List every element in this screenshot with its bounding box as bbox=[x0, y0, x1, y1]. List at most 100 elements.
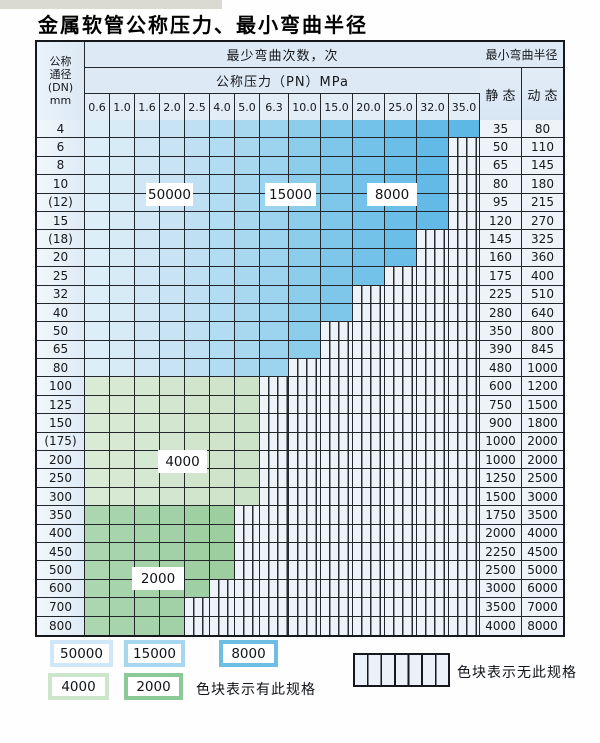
spec-available-cell bbox=[321, 230, 353, 248]
bend-count-label-4000: 4000 bbox=[158, 450, 207, 473]
no-spec-cell bbox=[235, 579, 260, 598]
spec-available-cell bbox=[210, 524, 235, 542]
spec-available-cell bbox=[289, 230, 321, 248]
table-row: 700 3500 7000 bbox=[37, 598, 563, 617]
legend-swatch-label: 4000 bbox=[52, 677, 105, 696]
spec-available-cell bbox=[160, 524, 185, 542]
pressure-tick: 1.0 bbox=[110, 94, 135, 120]
no-spec-cell bbox=[449, 524, 480, 542]
no-spec-cell bbox=[385, 267, 417, 285]
dn-cell: 300 bbox=[37, 487, 85, 506]
dynamic-radius-cell: 270 bbox=[522, 211, 563, 230]
no-spec-cell bbox=[417, 469, 449, 487]
dn-header-line: 公称 bbox=[49, 55, 72, 68]
spec-available-cell bbox=[260, 248, 289, 267]
spec-available-cell bbox=[185, 469, 210, 487]
no-spec-cell bbox=[321, 579, 353, 598]
no-spec-cell bbox=[353, 524, 385, 542]
no-spec-cell bbox=[321, 377, 353, 395]
spec-available-cell bbox=[110, 248, 135, 267]
no-spec-cell bbox=[449, 193, 480, 211]
pressure-tick: 15.0 bbox=[321, 94, 353, 120]
spec-available-cell bbox=[210, 542, 235, 561]
spec-available-cell bbox=[135, 506, 160, 524]
dynamic-radius-cell: 325 bbox=[522, 230, 563, 248]
spec-available-cell bbox=[160, 156, 185, 175]
spec-available-cell bbox=[235, 432, 260, 451]
no-spec-cell bbox=[235, 542, 260, 561]
spec-available-cell bbox=[160, 285, 185, 303]
no-spec-cell bbox=[260, 451, 289, 469]
table-row: 600 3000 6000 bbox=[37, 579, 563, 599]
pressure-tick: 2.5 bbox=[185, 94, 210, 120]
dn-cell: 50 bbox=[37, 322, 85, 340]
static-radius-cell: 750 bbox=[480, 395, 522, 414]
spec-available-cell bbox=[210, 414, 235, 432]
dynamic-header: 动 态 bbox=[522, 68, 563, 120]
no-spec-cell bbox=[235, 561, 260, 579]
static-radius-cell: 1500 bbox=[480, 487, 522, 506]
legend-swatch-label: 15000 bbox=[128, 644, 181, 663]
no-spec-cell bbox=[260, 561, 289, 579]
no-spec-cell bbox=[289, 451, 321, 469]
dn-header-line: (DN) bbox=[47, 81, 74, 94]
dynamic-radius-cell: 4500 bbox=[522, 542, 563, 561]
spec-available-cell bbox=[85, 598, 110, 616]
no-spec-cell bbox=[235, 524, 260, 542]
spec-available-cell bbox=[235, 211, 260, 230]
no-spec-cell bbox=[321, 414, 353, 432]
spec-available-cell bbox=[135, 616, 160, 635]
spec-available-cell bbox=[85, 506, 110, 524]
no-spec-cell bbox=[353, 377, 385, 395]
no-spec-cell bbox=[353, 487, 385, 506]
dynamic-radius-cell: 400 bbox=[522, 267, 563, 285]
no-spec-cell bbox=[321, 469, 353, 487]
no-spec-cell bbox=[260, 395, 289, 414]
no-spec-cell bbox=[449, 211, 480, 230]
dynamic-radius-cell: 7000 bbox=[522, 598, 563, 616]
no-spec-cell bbox=[449, 267, 480, 285]
dynamic-radius-cell: 1500 bbox=[522, 395, 563, 414]
spec-available-cell bbox=[235, 175, 260, 193]
spec-available-cell bbox=[235, 285, 260, 303]
spec-available-cell bbox=[353, 230, 385, 248]
dn-cell: 40 bbox=[37, 303, 85, 322]
no-spec-cell bbox=[289, 359, 321, 377]
table-row: 32 225 510 bbox=[37, 285, 563, 304]
no-spec-cell bbox=[417, 579, 449, 598]
spec-available-cell bbox=[160, 120, 185, 138]
spec-available-cell bbox=[110, 359, 135, 377]
spec-available-cell bbox=[185, 561, 210, 579]
no-spec-cell bbox=[210, 616, 235, 635]
no-spec-cell bbox=[449, 506, 480, 524]
no-spec-cell bbox=[417, 432, 449, 451]
static-radius-cell: 4000 bbox=[480, 616, 522, 635]
static-radius-cell: 1750 bbox=[480, 506, 522, 524]
static-radius-cell: 225 bbox=[480, 285, 522, 303]
dynamic-radius-cell: 845 bbox=[522, 340, 563, 359]
spec-available-cell bbox=[160, 395, 185, 414]
no-spec-cell bbox=[417, 524, 449, 542]
dn-cell: 8 bbox=[37, 156, 85, 175]
spec-available-cell bbox=[210, 359, 235, 377]
no-spec-cell bbox=[417, 487, 449, 506]
no-spec-cell bbox=[321, 542, 353, 561]
dn-cell: 150 bbox=[37, 414, 85, 432]
dn-cell: 125 bbox=[37, 395, 85, 414]
dynamic-radius-cell: 5000 bbox=[522, 561, 563, 579]
spec-available-cell bbox=[85, 524, 110, 542]
no-spec-cell bbox=[417, 303, 449, 322]
table-row: 125 750 1500 bbox=[37, 395, 563, 415]
spec-available-cell bbox=[235, 414, 260, 432]
spec-available-cell bbox=[185, 579, 210, 598]
table-row: 300 1500 3000 bbox=[37, 487, 563, 507]
spec-available-cell bbox=[185, 138, 210, 156]
no-spec-cell bbox=[321, 340, 353, 359]
no-spec-cell bbox=[385, 524, 417, 542]
static-dynamic-headers: 静 态 动 态 bbox=[480, 68, 563, 120]
pressure-tick: 6.3 bbox=[260, 94, 289, 120]
dn-cell: 6 bbox=[37, 138, 85, 156]
spec-available-cell bbox=[110, 175, 135, 193]
spec-available-cell bbox=[210, 120, 235, 138]
no-spec-cell bbox=[385, 432, 417, 451]
